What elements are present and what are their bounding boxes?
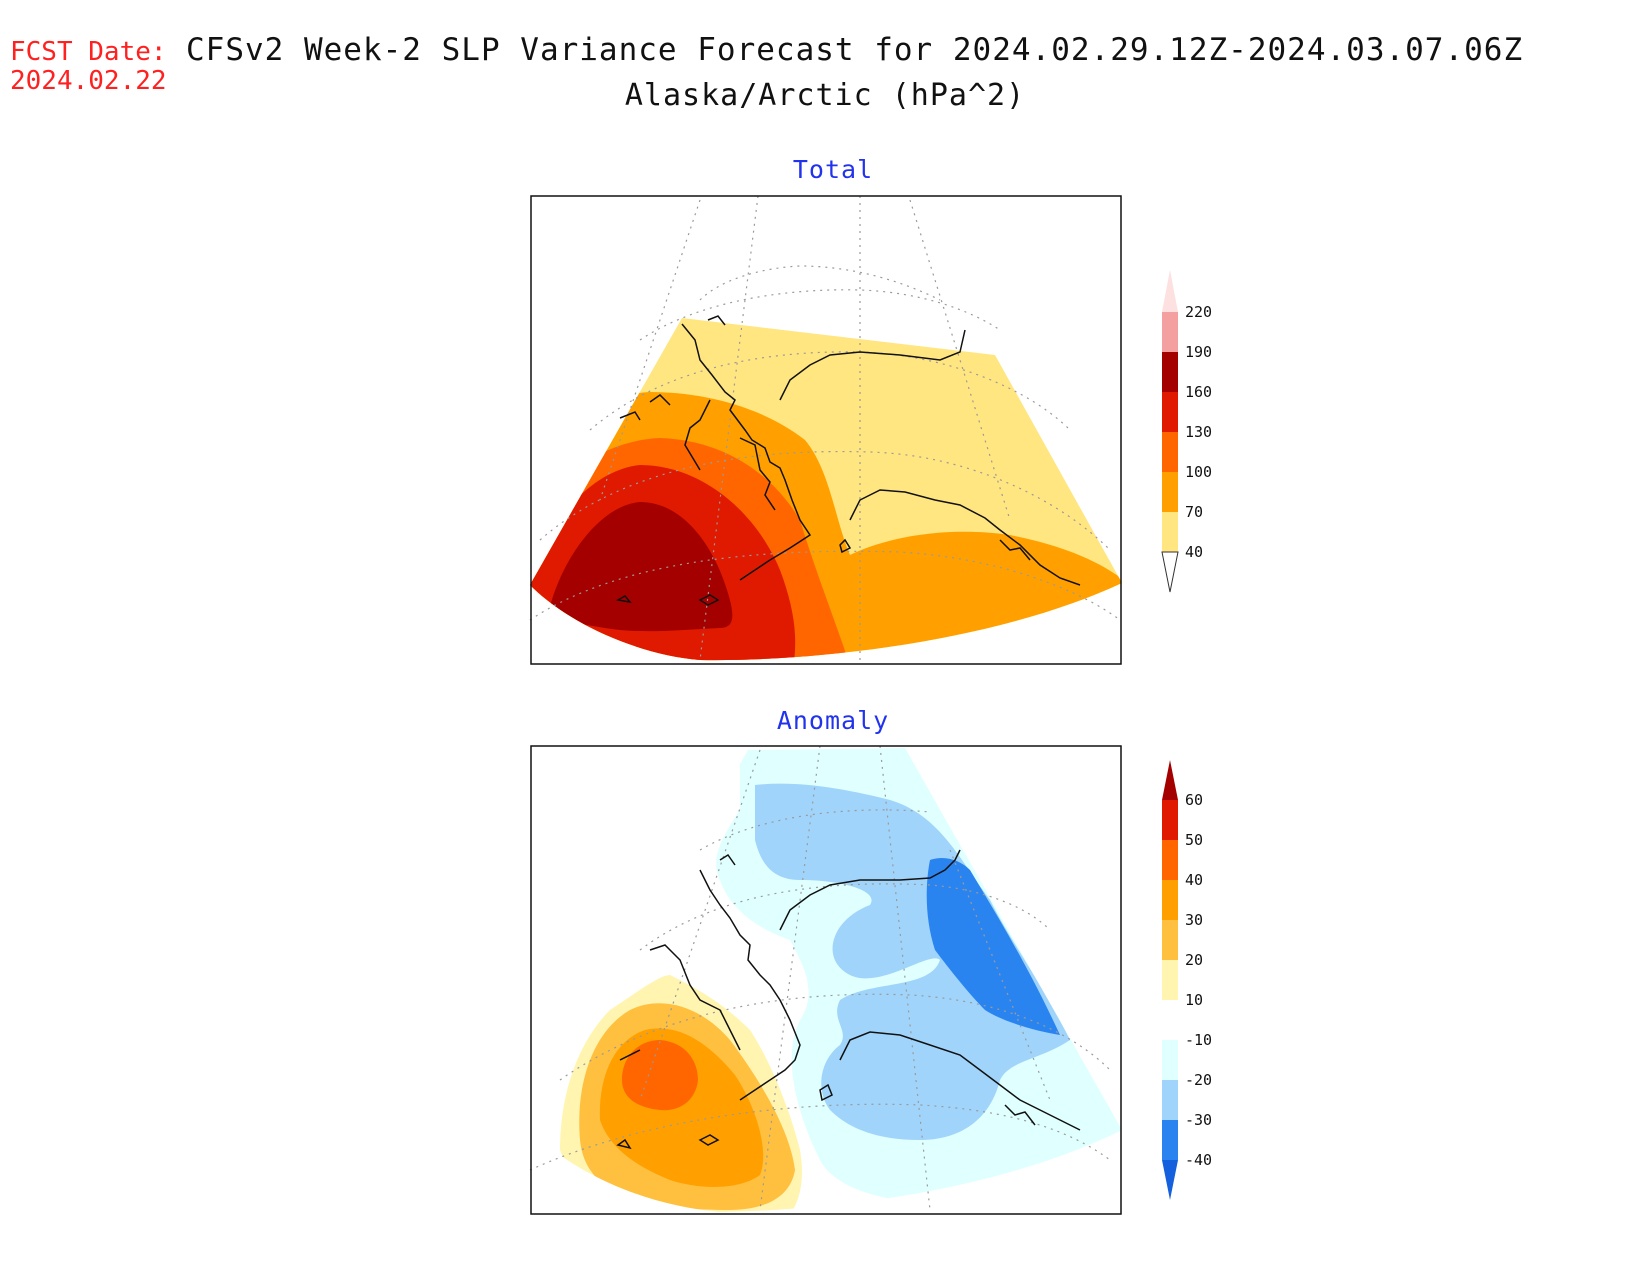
anomaly-cb-label-minus40: -40 bbox=[1185, 1151, 1212, 1169]
anomaly-band-minus30-minus40 bbox=[926, 858, 1060, 1035]
total-panel-title: Total bbox=[792, 155, 874, 184]
anomaly-graticule bbox=[529, 745, 1111, 1211]
anomaly-cb-swatch-minus10-minus20 bbox=[1162, 1040, 1178, 1080]
total-colorbar: 220 190 160 130 100 70 40 bbox=[1161, 270, 1212, 593]
anomaly-colorbar-arrow-bottom bbox=[1162, 1160, 1178, 1200]
total-colorbar-arrow-bottom bbox=[1161, 551, 1179, 593]
anomaly-cb-label-minus10: -10 bbox=[1185, 1031, 1212, 1049]
anomaly-cb-swatch-50-60 bbox=[1162, 800, 1178, 840]
fcst-label: FCST Date: bbox=[10, 37, 167, 67]
page-title: CFSv2 Week-2 SLP Variance Forecast for 2… bbox=[186, 32, 1524, 68]
total-cb-label-160: 160 bbox=[1185, 383, 1212, 401]
anomaly-colorbar-arrow-top bbox=[1162, 760, 1178, 800]
anomaly-map bbox=[529, 745, 1122, 1215]
total-band-160-190 bbox=[548, 502, 733, 632]
anomaly-cb-swatch-40-50 bbox=[1162, 840, 1178, 880]
forecast-date-label: FCST Date: 2024.02.22 bbox=[10, 38, 167, 96]
total-cb-label-190: 190 bbox=[1185, 343, 1212, 361]
total-cb-label-130: 130 bbox=[1185, 423, 1212, 441]
anomaly-cb-label-20: 20 bbox=[1185, 951, 1203, 969]
anomaly-cb-label-10: 10 bbox=[1185, 991, 1203, 1009]
anomaly-cb-swatch-10-20 bbox=[1162, 960, 1178, 1000]
anomaly-cb-label-minus30: -30 bbox=[1185, 1111, 1212, 1129]
total-cb-swatch-130-160 bbox=[1162, 392, 1178, 432]
anomaly-cb-label-60: 60 bbox=[1185, 791, 1203, 809]
fcst-date: 2024.02.22 bbox=[10, 66, 167, 96]
total-variance-field bbox=[530, 318, 1122, 661]
total-cb-label-220: 220 bbox=[1185, 303, 1212, 321]
anomaly-cb-label-40: 40 bbox=[1185, 871, 1203, 889]
anomaly-cb-swatch-minus20-minus30 bbox=[1162, 1080, 1178, 1120]
total-cb-swatch-100-130 bbox=[1162, 432, 1178, 472]
total-coastlines bbox=[615, 315, 1081, 606]
anomaly-band-minus20-minus30 bbox=[755, 783, 1070, 1140]
anomaly-cb-swatch-20-30 bbox=[1162, 920, 1178, 960]
anomaly-coastlines bbox=[616, 849, 1081, 1150]
total-map bbox=[529, 195, 1122, 665]
total-cb-label-70: 70 bbox=[1185, 503, 1203, 521]
anomaly-map-frame bbox=[530, 745, 1122, 1215]
anomaly-cb-swatch-neutral bbox=[1162, 1000, 1178, 1040]
total-colorbar-arrow-top bbox=[1162, 270, 1178, 312]
total-cb-swatch-70-100 bbox=[1162, 472, 1178, 512]
anomaly-cb-label-minus20: -20 bbox=[1185, 1071, 1212, 1089]
anomaly-panel-title: Anomaly bbox=[776, 706, 890, 735]
total-cb-label-40: 40 bbox=[1185, 543, 1203, 561]
anomaly-cb-swatch-minus30-minus40 bbox=[1162, 1120, 1178, 1160]
total-cb-swatch-190-220 bbox=[1162, 312, 1178, 352]
total-graticule bbox=[529, 195, 1121, 661]
total-cb-swatch-40-70 bbox=[1162, 512, 1178, 552]
anomaly-band-40-50 bbox=[622, 1040, 698, 1111]
total-cb-label-100: 100 bbox=[1185, 463, 1212, 481]
anomaly-colorbar: 60 50 40 30 20 10 -10 -20 -30 -40 bbox=[1162, 760, 1212, 1200]
anomaly-variance-field bbox=[530, 748, 1122, 1212]
total-cb-swatch-160-190 bbox=[1162, 352, 1178, 392]
anomaly-cb-label-50: 50 bbox=[1185, 831, 1203, 849]
total-map-frame bbox=[530, 195, 1122, 665]
anomaly-cb-label-30: 30 bbox=[1185, 911, 1203, 929]
anomaly-cb-swatch-30-40 bbox=[1162, 880, 1178, 920]
page-subtitle: Alaska/Arctic (hPa^2) bbox=[624, 78, 1026, 113]
